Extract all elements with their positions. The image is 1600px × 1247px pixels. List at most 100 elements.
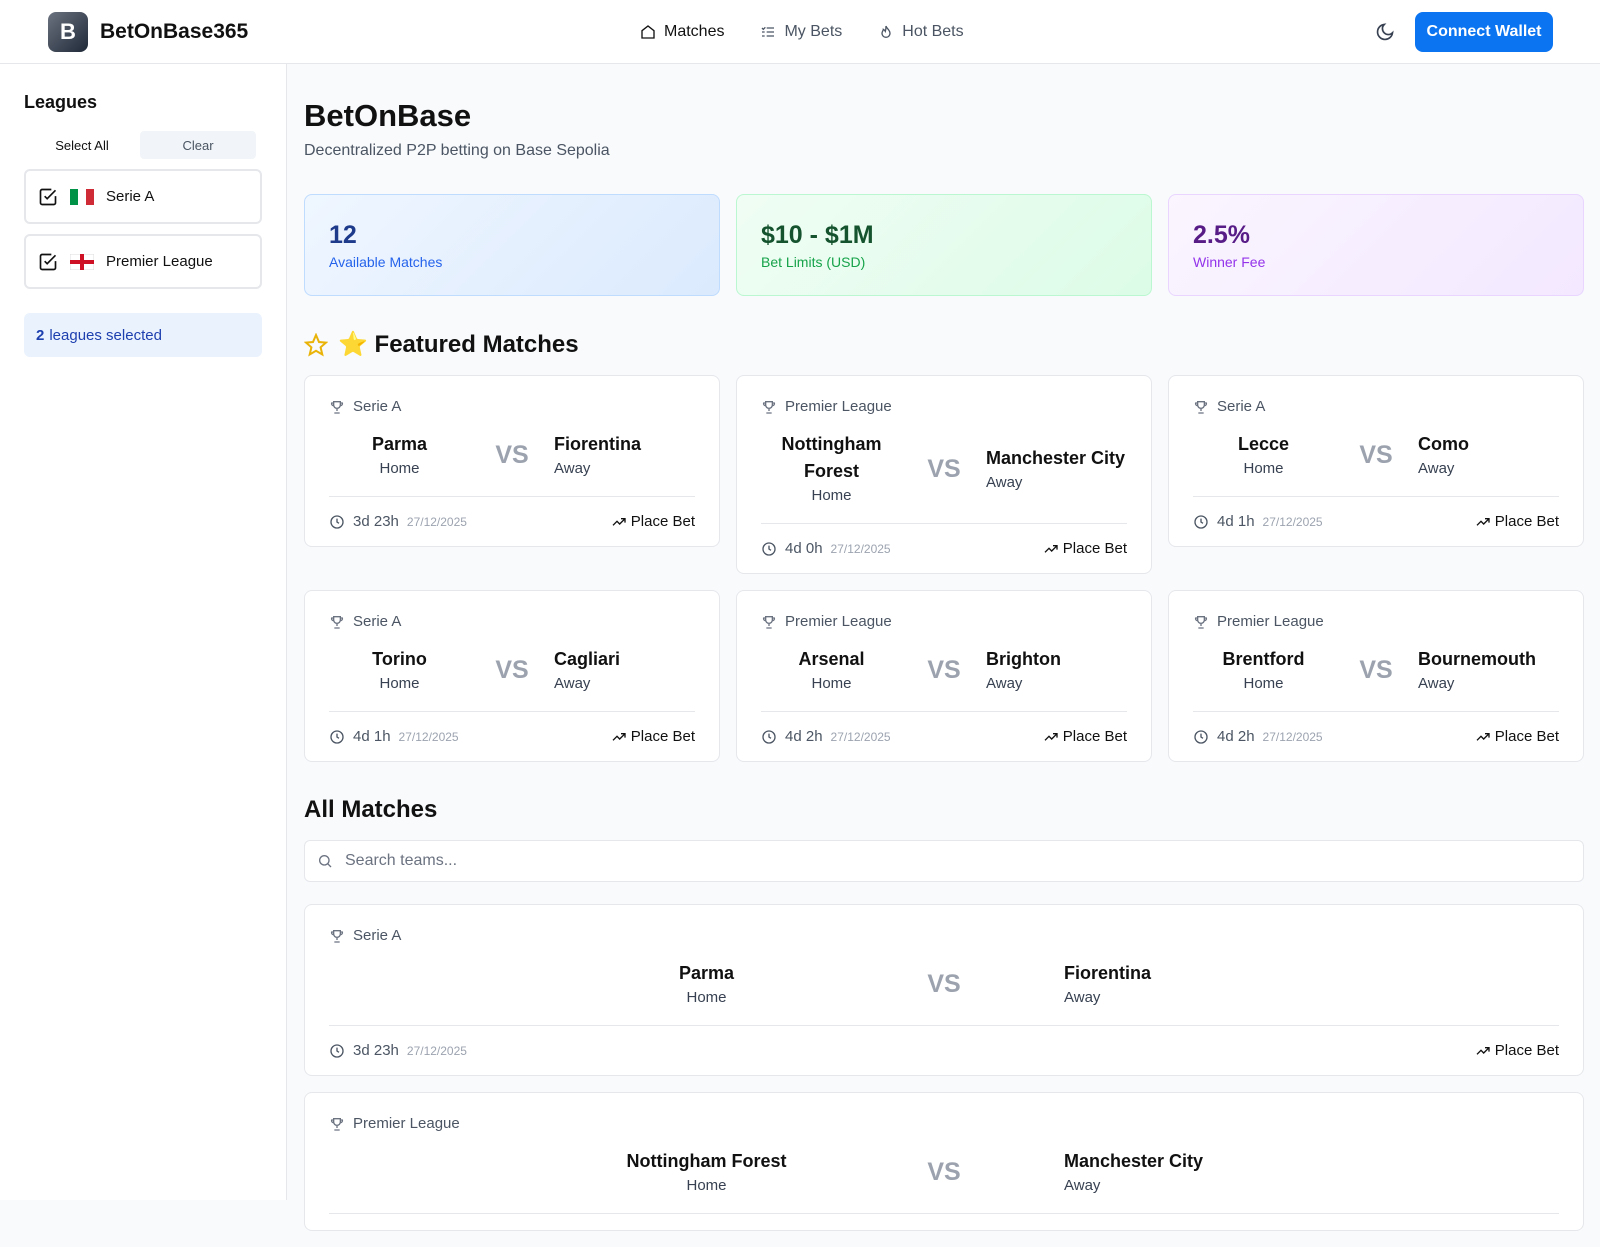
stat-card: 2.5% Winner Fee: [1168, 194, 1584, 296]
match-card[interactable]: Premier League Nottingham Forest Home VS Man…: [736, 375, 1152, 574]
place-bet-label: Place Bet: [1494, 1042, 1559, 1059]
place-bet[interactable]: Place Bet: [1043, 540, 1127, 557]
match-card[interactable]: Serie A Torino Home VS Cagliari Away 4d 1h 27/1…: [304, 590, 720, 762]
home-team: Parma Home: [329, 431, 470, 480]
countdown: 4d 1h: [353, 728, 391, 745]
brand[interactable]: BetOnBase365: [100, 19, 249, 43]
date: 27/12/2025: [830, 541, 891, 556]
place-bet[interactable]: Place Bet: [1043, 728, 1127, 745]
away-team: Manchester City Away: [986, 445, 1127, 494]
league-name: Serie A: [353, 613, 402, 630]
away-team: Como Away: [1418, 431, 1559, 480]
place-bet[interactable]: Place Bet: [1475, 1042, 1559, 1059]
match-card[interactable]: Serie A Parma Home VS Fiorentina Away 3d 23h 27…: [304, 375, 720, 547]
vs: VS: [1359, 656, 1393, 684]
league-name: Serie A: [1217, 398, 1266, 415]
stat-value: $10 - $1M: [761, 221, 874, 249]
place-bet[interactable]: Place Bet: [611, 513, 695, 530]
home-team: Lecce Home: [1193, 431, 1334, 480]
main: BetOnBase Decentralized P2P betting on B…: [304, 64, 1584, 1247]
countdown: 4d 2h: [1217, 728, 1255, 745]
match-card[interactable]: Serie A Lecce Home VS Como Away 4d 1h 27/12/202…: [1168, 375, 1584, 547]
nav-label: My Bets: [784, 23, 843, 40]
team-name: Fiorentina: [1064, 963, 1152, 983]
home-label: Home: [1243, 460, 1284, 477]
home-label: Home: [686, 1177, 727, 1194]
league: Premier League: [1193, 613, 1559, 630]
place-bet[interactable]: Place Bet: [611, 728, 695, 745]
flag: [70, 253, 94, 270]
league: Premier League: [329, 1115, 1559, 1132]
nav-item[interactable]: Hot Bets: [878, 23, 964, 41]
away-label: Away: [1418, 675, 1455, 692]
vs: VS: [927, 454, 961, 483]
subtitle: Decentralized P2P betting on Base Sepoli…: [304, 142, 610, 159]
count: 2: [36, 326, 45, 344]
team-name: Brentford: [1222, 649, 1305, 669]
team-name: Torino: [372, 649, 427, 669]
away-team: Cagliari Away: [554, 646, 695, 695]
teams: Nottingham Forest Home VS Manchester City Aw…: [329, 1148, 1559, 1214]
nav-item[interactable]: Matches: [640, 23, 724, 41]
league-name: Serie A: [353, 927, 402, 944]
selected-count: 2 leagues selected: [24, 313, 262, 357]
teams: Torino Home VS Cagliari Away: [329, 646, 695, 712]
nav: Matches My Bets Hot Bets: [640, 0, 964, 64]
team-name: Bournemouth: [1418, 649, 1536, 669]
away-label: Away: [1418, 460, 1455, 477]
team-name: Como: [1418, 434, 1469, 454]
teams: Arsenal Home VS Brighton Away: [761, 646, 1127, 712]
all-title: All Matches: [304, 796, 438, 823]
league-name: Premier League: [353, 1115, 460, 1132]
match-card[interactable]: Premier League Arsenal Home VS Brighton Away 4…: [736, 590, 1152, 762]
match-card[interactable]: Premier League Nottingham Forest Home VS Man…: [304, 1092, 1584, 1231]
match-card[interactable]: Premier League Brentford Home VS Bournemouth…: [1168, 590, 1584, 762]
flag: [70, 188, 94, 205]
count-text: leagues selected: [49, 326, 162, 344]
stats: 12 Available Matches $10 - $1M Bet Limits (…: [304, 194, 1584, 296]
team-name: Parma: [678, 963, 735, 983]
team-name: Parma: [371, 434, 428, 454]
logo[interactable]: B: [48, 11, 88, 52]
page-title: BetOnBase: [304, 98, 472, 133]
team-name: Manchester City: [986, 447, 1126, 468]
league: Premier League: [761, 398, 1127, 415]
team-name: Manchester City: [1064, 1151, 1204, 1171]
connect-wallet[interactable]: Connect Wallet: [1415, 12, 1553, 52]
theme-toggle[interactable]: [1375, 22, 1395, 42]
nav-label: Matches: [664, 23, 725, 40]
place-bet-label: Place Bet: [630, 513, 695, 530]
away-label: Away: [1064, 989, 1101, 1006]
league: Serie A: [1193, 398, 1559, 415]
team-name: Cagliari: [554, 649, 621, 669]
vs: VS: [495, 441, 529, 469]
featured-title: ⭐ Featured Matches: [338, 331, 579, 358]
search[interactable]: Search teams...: [304, 840, 1584, 882]
vs: VS: [927, 970, 961, 998]
date: 27/12/2025: [406, 514, 467, 529]
league-option[interactable]: Premier League: [24, 234, 262, 289]
home-team: Nottingham Forest Home: [589, 1148, 824, 1197]
away-team: Bournemouth Away: [1418, 646, 1559, 695]
clear[interactable]: Clear: [140, 131, 256, 159]
select-all[interactable]: Select All: [55, 137, 109, 153]
away-label: Away: [554, 460, 591, 477]
vs: VS: [1359, 441, 1393, 469]
place-bet[interactable]: Place Bet: [1475, 728, 1559, 745]
stat-label: Bet Limits (USD): [761, 254, 866, 270]
vs: VS: [927, 1158, 961, 1186]
nav-item[interactable]: My Bets: [760, 23, 842, 41]
league-option[interactable]: Serie A: [24, 169, 262, 224]
home-label: Home: [811, 487, 852, 504]
away-team: Manchester City Away: [1064, 1148, 1299, 1197]
away-team: Brighton Away: [986, 646, 1127, 695]
vs: VS: [927, 656, 961, 684]
teams: Nottingham Forest Home VS Manchester City Aw…: [761, 431, 1127, 524]
home-team: Arsenal Home: [761, 646, 902, 695]
countdown: 3d 23h: [353, 1042, 399, 1059]
match-card[interactable]: Serie A Parma Home VS Fiorentina Away 3d 23h 27…: [304, 904, 1584, 1076]
match-footer: 4d 1h 27/12/2025 Place Bet: [329, 728, 695, 745]
select-controls: Select All Clear: [24, 131, 262, 159]
place-bet[interactable]: Place Bet: [1475, 513, 1559, 530]
